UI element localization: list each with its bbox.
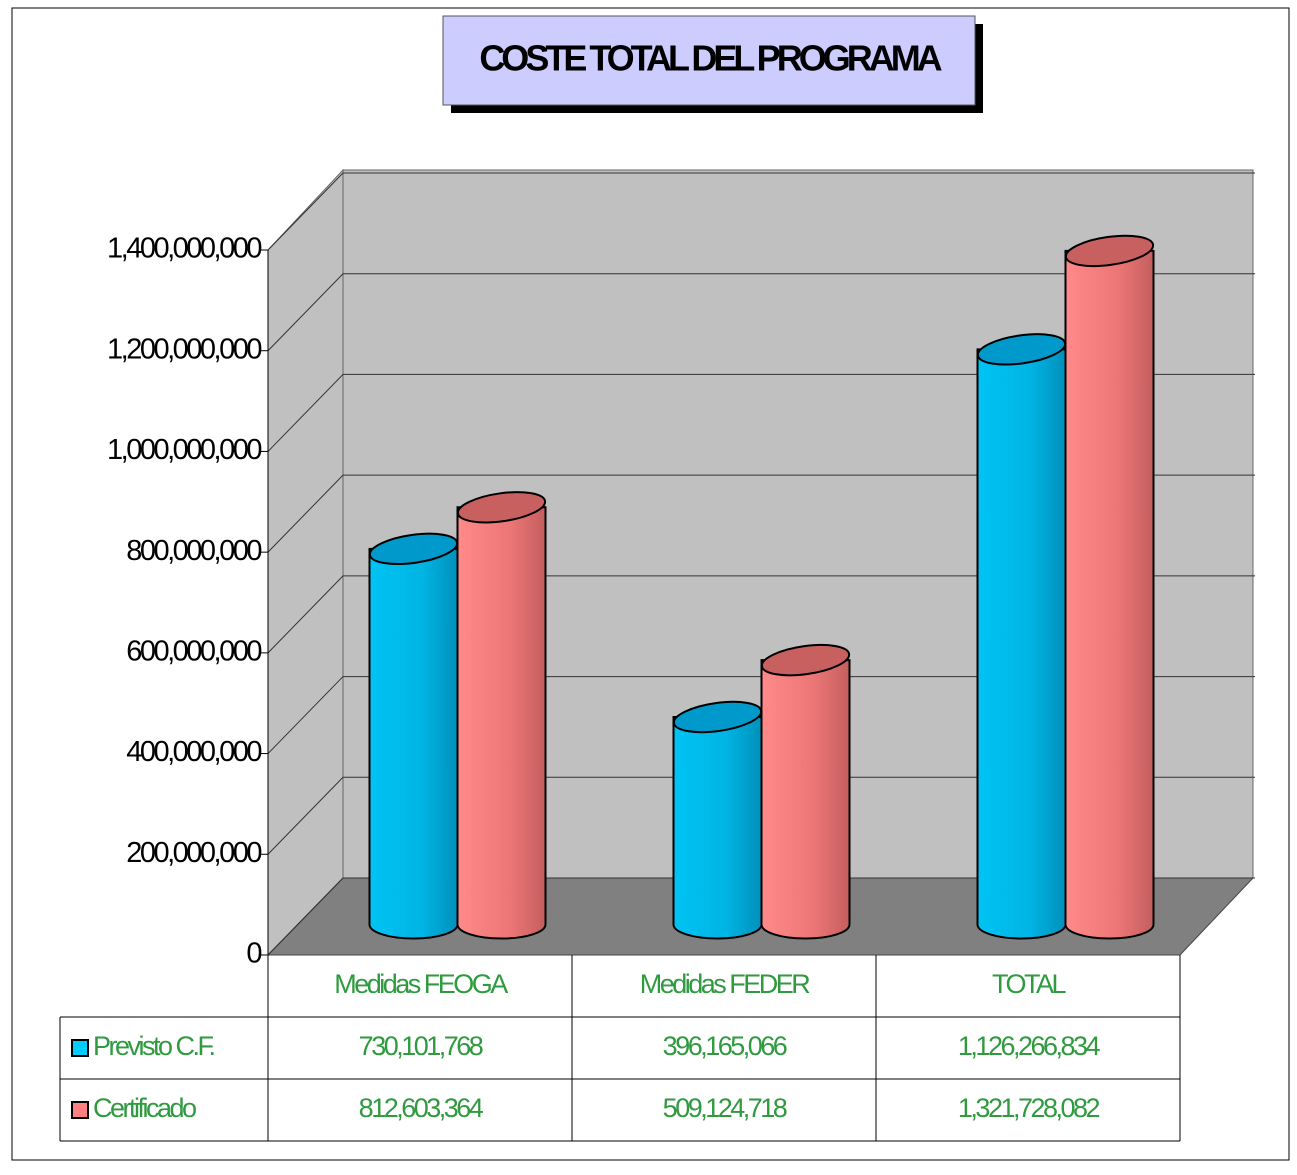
category-label: TOTAL	[992, 969, 1067, 999]
legend-key	[71, 1101, 89, 1119]
cylinder-body	[976, 348, 1067, 940]
legend-label: Previsto C.F.	[93, 1031, 215, 1061]
cylinder-top	[456, 491, 547, 524]
cylinder-top	[1064, 234, 1155, 268]
grid-line	[267, 676, 1255, 754]
y-tick-label: 1,400,000,000	[107, 233, 261, 265]
grid-line	[267, 474, 1255, 553]
y-tick-label: 400,000,000	[126, 736, 261, 768]
cylinder	[672, 700, 763, 940]
cylinder-top	[760, 643, 851, 677]
value-label: 509,124,718	[663, 1093, 787, 1123]
grid-line	[267, 172, 1255, 251]
grid-line	[267, 776, 1255, 855]
cylinder	[976, 333, 1067, 940]
cylinder-body	[672, 716, 763, 940]
grid-line	[267, 575, 1255, 654]
y-tick-label: 200,000,000	[126, 837, 261, 869]
cylinder-body	[760, 659, 851, 940]
cylinder-body	[1064, 249, 1155, 940]
category-label: Medidas FEOGA	[334, 969, 508, 999]
title-box	[442, 15, 976, 106]
category-label: Medidas FEDER	[640, 969, 811, 999]
y-tick-label: 1,000,000,000	[107, 434, 261, 466]
cylinder	[368, 532, 459, 940]
value-label: 1,321,728,082	[958, 1093, 1100, 1123]
y-tick-label: 0	[246, 938, 261, 970]
legend-key	[71, 1039, 89, 1057]
y-tick-label: 600,000,000	[126, 636, 261, 668]
grid-line	[267, 373, 1255, 452]
cylinder-body	[456, 506, 547, 940]
value-label: 812,603,364	[359, 1093, 484, 1123]
grid-line	[267, 877, 1255, 956]
legend-label: Certificado	[93, 1093, 196, 1123]
value-label: 730,101,768	[359, 1031, 483, 1061]
cylinder	[456, 491, 547, 940]
cylinder	[1064, 234, 1155, 940]
cylinder-body	[368, 547, 459, 940]
value-label: 396,165,066	[663, 1031, 787, 1061]
grid-line	[267, 273, 1255, 352]
side-wall	[267, 168, 344, 957]
y-tick-label: 1,200,000,000	[107, 333, 261, 365]
chart-title: COSTE TOTAL DEL PROGRAMA	[479, 38, 942, 79]
y-tick-label: 800,000,000	[126, 535, 261, 567]
cylinder	[760, 643, 851, 940]
value-label: 1,126,266,834	[958, 1031, 1101, 1061]
